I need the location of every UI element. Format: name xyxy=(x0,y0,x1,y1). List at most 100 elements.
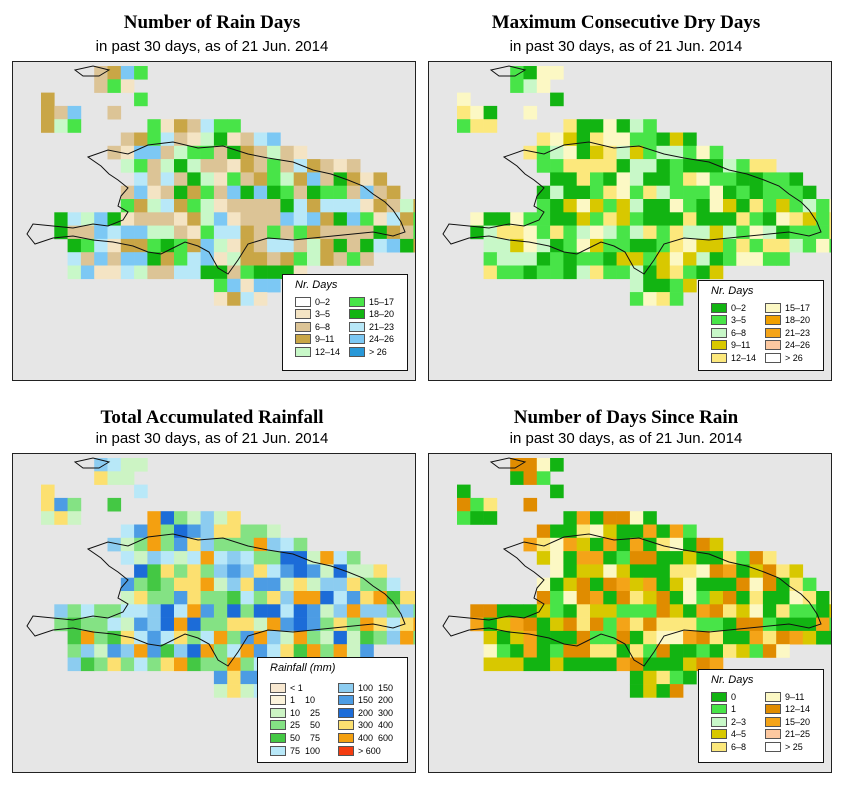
grid-cell xyxy=(360,644,374,658)
legend-label: 18–20 xyxy=(369,309,395,320)
grid-cell xyxy=(616,132,631,147)
grid-cell xyxy=(523,105,538,120)
grid-cell xyxy=(683,591,697,605)
panel-3-map-canvas xyxy=(26,457,415,698)
grid-cell xyxy=(789,225,804,240)
legend-label: > 600 xyxy=(358,745,381,756)
grid-cell xyxy=(683,265,697,280)
grid-cell xyxy=(643,212,657,226)
grid-cell xyxy=(563,159,577,173)
grid-cell xyxy=(723,172,737,186)
grid-cell xyxy=(550,564,564,578)
grid-cell xyxy=(400,238,414,253)
grid-cell xyxy=(400,604,414,618)
grid-cell xyxy=(563,172,577,186)
grid-cell xyxy=(683,670,697,685)
grid-cell xyxy=(213,604,228,618)
grid-cell xyxy=(41,511,55,525)
grid-cell xyxy=(496,657,511,672)
grid-cell xyxy=(320,551,334,565)
grid-cell xyxy=(134,524,148,539)
grid-cell xyxy=(749,238,764,253)
grid-cell xyxy=(483,604,498,618)
grid-cell xyxy=(496,238,511,253)
grid-cell xyxy=(789,199,804,213)
grid-cell xyxy=(563,524,577,539)
grid-cell xyxy=(107,644,122,658)
grid-cell xyxy=(120,185,135,200)
grid-cell xyxy=(709,265,724,280)
grid-cell xyxy=(576,145,591,160)
grid-cell xyxy=(789,577,804,592)
grid-cell xyxy=(696,265,710,280)
grid-cell xyxy=(120,159,135,173)
grid-cell xyxy=(293,145,308,160)
grid-cell xyxy=(67,252,82,266)
legend-swatch xyxy=(711,716,727,727)
grid-cell xyxy=(267,551,281,565)
grid-cell xyxy=(307,225,321,240)
grid-cell xyxy=(253,644,268,658)
grid-cell xyxy=(762,551,777,565)
grid-cell xyxy=(496,265,511,280)
grid-cell xyxy=(683,159,697,173)
legend-swatch xyxy=(295,309,311,320)
grid-cell xyxy=(120,617,135,632)
grid-cell xyxy=(510,604,524,618)
grid-cell xyxy=(536,265,551,280)
grid-cell xyxy=(470,497,484,512)
grid-cell xyxy=(762,617,777,632)
grid-cell xyxy=(107,225,122,240)
grid-cell xyxy=(523,497,538,512)
grid-cell xyxy=(293,604,308,618)
grid-cell xyxy=(669,212,684,226)
grid-cell xyxy=(267,524,281,539)
legend-label: 3–5 xyxy=(731,315,747,326)
island-outline xyxy=(489,65,527,77)
grid-cell xyxy=(174,119,188,133)
grid-cell xyxy=(320,238,334,253)
legend-label: 75 100 xyxy=(290,745,321,756)
grid-cell xyxy=(293,630,308,645)
grid-cell xyxy=(107,617,122,632)
grid-cell xyxy=(147,199,161,213)
grid-cell xyxy=(629,265,644,280)
grid-cell xyxy=(629,145,644,160)
grid-cell xyxy=(386,225,401,240)
grid-cell xyxy=(107,497,122,512)
grid-cell xyxy=(293,225,308,240)
grid-cell xyxy=(656,212,671,226)
grid-cell xyxy=(576,265,591,280)
grid-cell xyxy=(80,604,95,618)
grid-cell xyxy=(802,591,817,605)
grid-cell xyxy=(147,172,161,186)
legend-item: 12–14 xyxy=(765,704,810,715)
grid-cell xyxy=(590,617,604,632)
grid-cell xyxy=(107,66,122,80)
grid-cell xyxy=(333,185,348,200)
grid-cell xyxy=(253,265,268,280)
panel-4-map-canvas xyxy=(442,457,831,698)
grid-cell xyxy=(510,644,524,658)
grid-cell xyxy=(240,265,255,280)
grid-cell xyxy=(816,630,830,645)
grid-cell xyxy=(120,212,135,226)
grid-cell xyxy=(669,132,684,147)
grid-cell xyxy=(320,159,334,173)
grid-cell xyxy=(776,185,790,200)
legend-item: > 26 xyxy=(349,346,387,357)
grid-cell xyxy=(160,265,175,280)
grid-cell xyxy=(523,265,538,280)
grid-cell xyxy=(187,199,201,213)
grid-cell xyxy=(683,537,697,552)
grid-cell xyxy=(213,551,228,565)
grid-cell xyxy=(174,564,188,578)
grid-cell xyxy=(360,577,374,592)
grid-cell xyxy=(709,185,724,200)
legend-item: 15–17 xyxy=(765,302,810,313)
grid-cell xyxy=(736,564,750,578)
grid-cell xyxy=(147,252,161,266)
grid-cell xyxy=(333,551,348,565)
grid-cell xyxy=(576,604,591,618)
legend-item: 12–14 xyxy=(711,352,756,363)
